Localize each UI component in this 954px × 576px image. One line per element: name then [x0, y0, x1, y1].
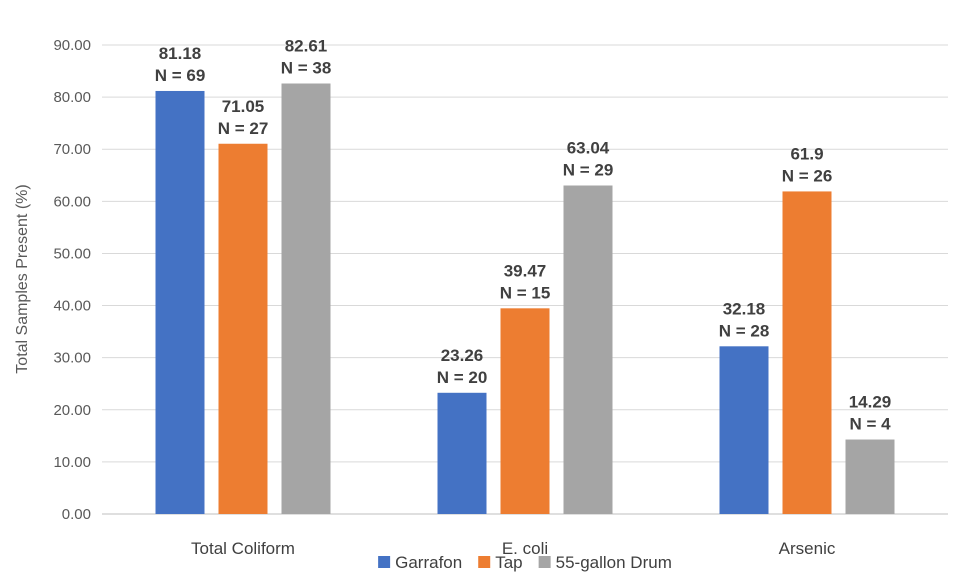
data-label-value: 81.18 — [159, 44, 202, 63]
y-tick-label: 10.00 — [53, 454, 91, 471]
y-tick-label: 40.00 — [53, 298, 91, 315]
x-axis-category-labels: Total Coliform E. coli Arsenic — [191, 539, 836, 558]
legend-swatch — [378, 556, 391, 568]
bar-garrafon — [719, 346, 769, 514]
data-label-sample-count: N = 28 — [719, 321, 770, 340]
data-label-value: 71.05 — [222, 97, 265, 116]
y-tick-label: 70.00 — [53, 141, 91, 158]
bar-55-gallon-drum — [563, 185, 613, 514]
x-category-label: Total Coliform — [191, 539, 295, 558]
bar-garrafon — [437, 392, 487, 514]
data-label-value: 61.9 — [790, 144, 823, 163]
y-tick-label: 0.00 — [62, 506, 91, 523]
data-label-sample-count: N = 20 — [437, 368, 488, 387]
data-label-sample-count: N = 26 — [782, 166, 833, 185]
legend-swatch — [478, 556, 491, 568]
y-axis-title: Total Samples Present (%) — [14, 184, 31, 373]
legend-label: Garrafon — [395, 553, 462, 572]
x-category-label: E. coli — [502, 539, 548, 558]
data-label-sample-count: N = 4 — [849, 415, 891, 434]
data-label-sample-count: N = 38 — [281, 59, 332, 78]
legend-label: 55-gallon Drum — [556, 553, 672, 572]
legend-label: Tap — [495, 553, 522, 572]
data-label-value: 14.29 — [849, 393, 892, 412]
x-category-label: Arsenic — [779, 539, 836, 558]
data-label-value: 23.26 — [441, 346, 484, 365]
bar-tap — [500, 308, 550, 514]
y-tick-label: 20.00 — [53, 402, 91, 419]
y-axis-tick-labels: 0.00 10.00 20.00 30.00 40.00 50.00 60.00 70.00 8… — [53, 37, 91, 523]
bar-tap — [782, 191, 832, 514]
data-label-value: 32.18 — [723, 299, 766, 318]
bar-55-gallon-drum — [281, 83, 331, 515]
bar-garrafon — [155, 90, 205, 514]
data-label-sample-count: N = 15 — [500, 283, 551, 302]
data-label-value: 63.04 — [567, 138, 610, 157]
data-label-sample-count: N = 27 — [218, 119, 269, 138]
bars — [155, 83, 895, 515]
bar-55-gallon-drum — [845, 439, 895, 514]
legend-item: 55-gallon Drum — [538, 553, 672, 572]
bar-tap — [218, 143, 268, 514]
y-tick-label: 30.00 — [53, 350, 91, 367]
legend-item: Garrafon — [378, 553, 462, 572]
legend: Garrafon Tap 55-gallon Drum — [378, 553, 672, 572]
legend-item: Tap — [478, 553, 523, 572]
data-label-sample-count: N = 29 — [563, 160, 614, 179]
data-label-value: 39.47 — [504, 261, 547, 280]
y-tick-label: 50.00 — [53, 245, 91, 262]
data-label-value: 82.61 — [285, 37, 328, 56]
y-tick-label: 60.00 — [53, 193, 91, 210]
y-tick-label: 80.00 — [53, 89, 91, 106]
data-labels: 81.18 N = 69 71.05 N = 27 82.61 N = 38 23.26 N … — [155, 37, 892, 434]
legend-swatch — [538, 556, 551, 568]
y-tick-label: 90.00 — [53, 37, 91, 54]
data-label-sample-count: N = 69 — [155, 66, 206, 85]
